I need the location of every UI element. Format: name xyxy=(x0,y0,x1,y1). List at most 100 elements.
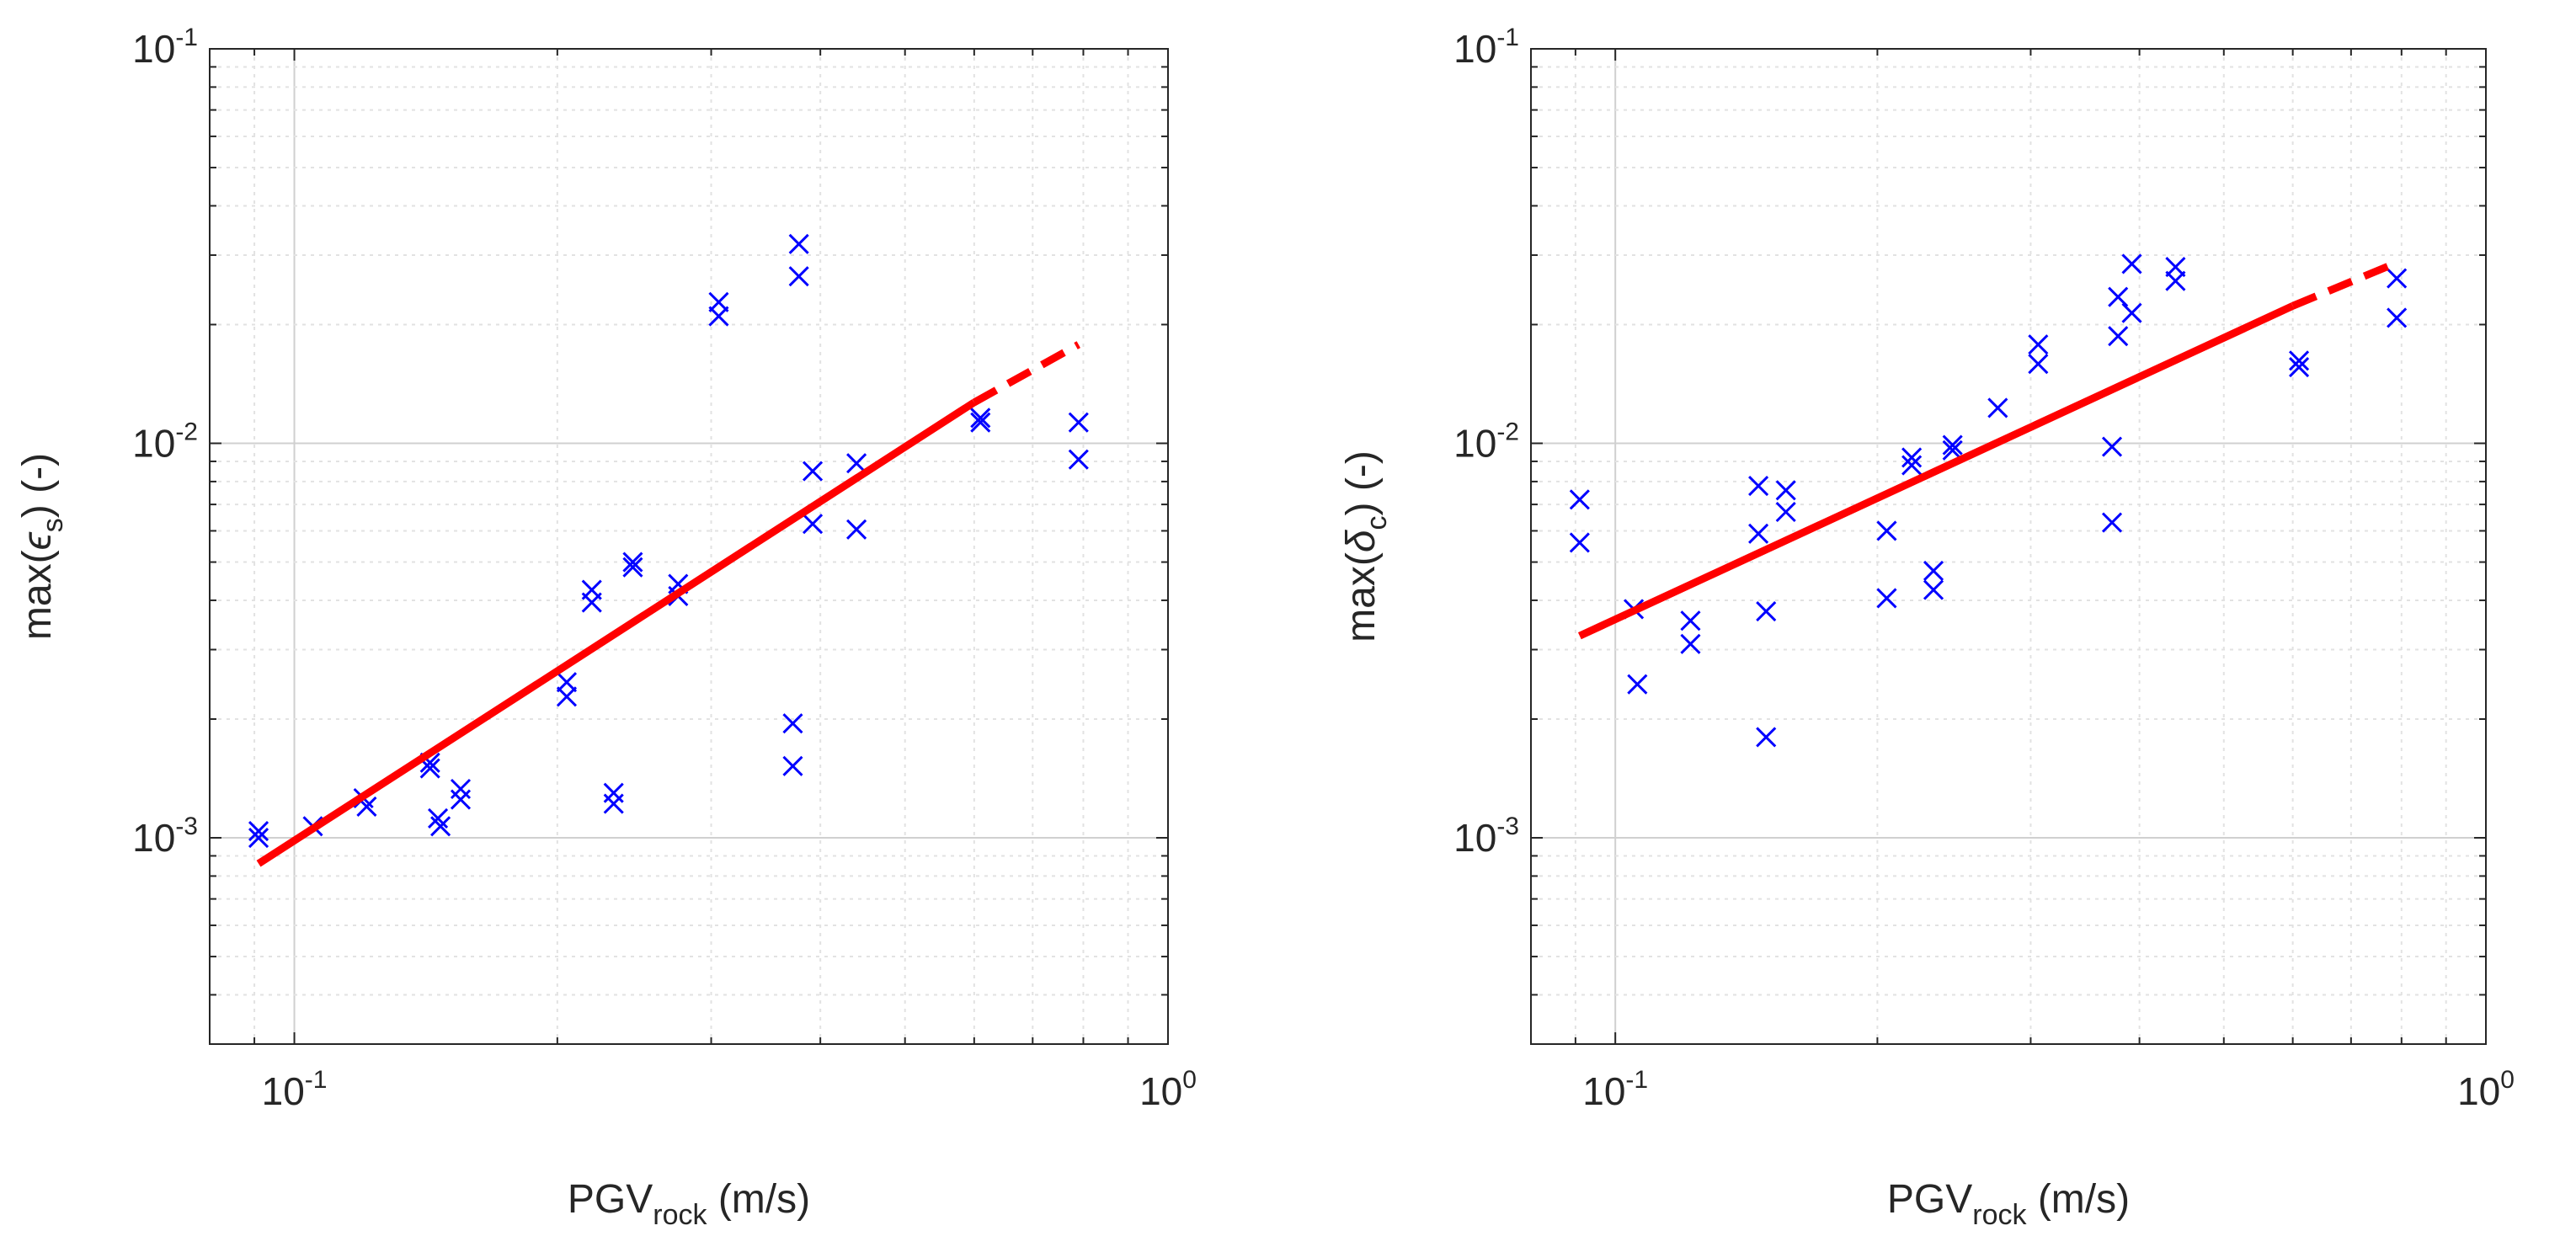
data-point-x-marker xyxy=(846,519,867,540)
y-axis-label-symbol: δ xyxy=(1339,529,1384,552)
data-point-x-marker xyxy=(1901,447,1923,468)
fit-line xyxy=(1577,302,2295,640)
data-point-x-marker xyxy=(1068,412,1089,433)
y-tick-base: 10 xyxy=(1453,816,1496,860)
data-point-x-marker xyxy=(802,514,824,535)
data-point-x-marker xyxy=(2121,302,2142,323)
data-point-x-marker xyxy=(1923,560,1944,582)
data-point-x-marker xyxy=(556,672,578,693)
fit-line-extrapolated xyxy=(972,341,1080,406)
x-tick-exponent: -1 xyxy=(1625,1066,1648,1094)
x-axis-label-units: (m/s) xyxy=(707,1177,810,1222)
y-tick-base: 10 xyxy=(132,27,175,71)
x-tick-base: 10 xyxy=(262,1069,305,1113)
axes-box xyxy=(1530,48,2487,1045)
y-tick-label: 10-3 xyxy=(132,813,198,860)
data-point-x-marker xyxy=(419,758,440,779)
data-point-x-marker xyxy=(2289,350,2310,371)
data-point-x-marker xyxy=(1748,523,1769,544)
data-point-x-marker xyxy=(970,408,991,429)
data-point-x-marker xyxy=(2108,326,2129,347)
data-point-x-marker xyxy=(1876,520,1897,541)
x-tick-label: 10-1 xyxy=(262,1066,328,1113)
tick-marks xyxy=(209,48,1169,1045)
y-tick-exponent: -3 xyxy=(175,813,198,840)
data-point-x-marker xyxy=(430,816,451,837)
y-axis-label-subscript: s xyxy=(37,518,69,532)
data-point-x-marker xyxy=(1569,489,1590,510)
data-point-x-marker xyxy=(1942,434,1963,456)
y-tick-base: 10 xyxy=(132,422,175,466)
y-tick-label: 10-2 xyxy=(132,418,198,466)
data-point-x-marker xyxy=(2387,307,2408,328)
y-axis-label-symbol: ϵ xyxy=(15,531,60,550)
y-axis-label-suffix: ) (-) xyxy=(15,453,60,518)
data-point-x-marker xyxy=(1748,476,1769,497)
data-point-x-marker xyxy=(427,807,449,829)
data-point-x-marker xyxy=(2165,270,2186,291)
scatter-series xyxy=(248,233,1089,849)
y-tick-exponent: -1 xyxy=(175,24,198,51)
plot-area xyxy=(1531,49,2486,1044)
data-point-x-marker xyxy=(581,592,602,613)
data-point-x-marker xyxy=(782,755,803,776)
x-tick-exponent: 0 xyxy=(1182,1066,1197,1094)
y-tick-exponent: -2 xyxy=(175,418,198,446)
data-point-x-marker xyxy=(2101,436,2123,457)
data-point-x-marker xyxy=(1876,588,1897,609)
y-tick-label: 10-1 xyxy=(1453,24,1519,71)
data-point-x-marker xyxy=(846,453,867,474)
data-point-x-marker xyxy=(2121,253,2142,274)
data-point-x-marker xyxy=(1569,532,1590,553)
data-point-x-marker xyxy=(622,557,643,578)
y-axis-label: max(ϵs) (-) xyxy=(15,453,69,640)
data-point-x-marker xyxy=(248,820,269,842)
data-point-x-marker xyxy=(2101,512,2123,533)
x-axis-label-units: (m/s) xyxy=(2026,1177,2130,1222)
data-point-x-marker xyxy=(1775,501,1796,523)
data-point-x-marker xyxy=(2108,286,2129,307)
data-point-x-marker xyxy=(2387,268,2408,289)
fit-line xyxy=(256,399,977,867)
x-axis-label-main: PGV xyxy=(1887,1177,1972,1222)
x-tick-exponent: 0 xyxy=(2500,1066,2515,1094)
y-tick-exponent: -2 xyxy=(1496,418,1519,446)
x-axis-label: PGVrock (m/s) xyxy=(1887,1177,2130,1231)
data-point-x-marker xyxy=(1756,727,1777,748)
y-tick-label: 10-3 xyxy=(1453,813,1519,860)
data-point-x-marker xyxy=(2028,354,2049,375)
y-tick-base: 10 xyxy=(1453,422,1496,466)
y-tick-base: 10 xyxy=(132,816,175,860)
x-tick-base: 10 xyxy=(2457,1069,2500,1113)
y-tick-exponent: -3 xyxy=(1496,813,1519,840)
x-axis-label-subscript: rock xyxy=(653,1199,707,1231)
data-point-x-marker xyxy=(970,412,991,433)
data-point-x-marker xyxy=(782,713,803,734)
data-point-x-marker xyxy=(788,233,809,254)
data-point-x-marker xyxy=(708,306,729,327)
data-point-x-marker xyxy=(1775,480,1796,501)
data-point-x-marker xyxy=(1680,610,1701,631)
x-tick-exponent: -1 xyxy=(305,1066,328,1094)
axes-box xyxy=(209,48,1169,1045)
data-point-x-marker xyxy=(248,827,269,849)
data-point-x-marker xyxy=(603,793,624,814)
data-point-x-marker xyxy=(2289,356,2310,378)
fit-line-extrapolated xyxy=(2291,258,2398,310)
x-tick-label: 10-1 xyxy=(1582,1066,1648,1113)
data-point-x-marker xyxy=(1901,455,1923,476)
x-axis-label-main: PGV xyxy=(568,1177,653,1222)
y-axis-label-suffix: ) (-) xyxy=(1339,450,1384,515)
tick-marks xyxy=(1530,48,2487,1045)
data-point-x-marker xyxy=(450,789,472,810)
y-axis-label: max(δc) (-) xyxy=(1339,450,1393,642)
y-tick-label: 10-1 xyxy=(132,24,198,71)
y-tick-exponent: -1 xyxy=(1496,24,1519,51)
data-point-x-marker xyxy=(622,552,643,573)
data-point-x-marker xyxy=(556,686,578,707)
data-point-x-marker xyxy=(788,266,809,287)
data-layer xyxy=(248,233,1089,867)
x-tick-label: 100 xyxy=(1139,1066,1197,1113)
